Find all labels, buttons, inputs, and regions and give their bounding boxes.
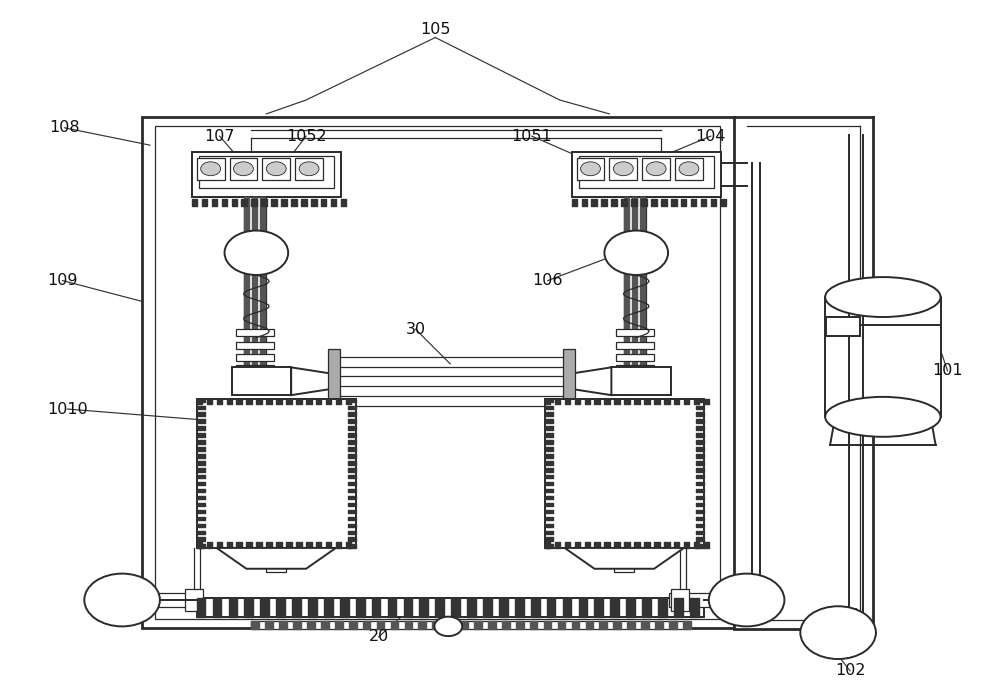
Text: 1010: 1010 bbox=[47, 402, 88, 416]
Bar bbox=[262, 158, 290, 180]
Bar bbox=[616, 365, 654, 372]
Bar bbox=[236, 365, 274, 372]
Bar bbox=[616, 329, 654, 336]
Bar bbox=[236, 329, 274, 336]
Bar bbox=[155, 593, 200, 607]
Bar bbox=[826, 316, 860, 336]
Bar bbox=[236, 342, 274, 349]
Bar bbox=[328, 349, 340, 414]
Bar bbox=[572, 152, 721, 197]
Bar bbox=[197, 598, 704, 617]
Text: 20: 20 bbox=[369, 629, 389, 644]
Bar bbox=[155, 126, 720, 619]
Polygon shape bbox=[565, 548, 684, 568]
Bar bbox=[230, 158, 257, 180]
Bar bbox=[671, 589, 689, 611]
Bar bbox=[579, 156, 714, 188]
Bar bbox=[199, 156, 334, 188]
Ellipse shape bbox=[825, 277, 941, 317]
Circle shape bbox=[434, 617, 462, 636]
Text: 108: 108 bbox=[49, 120, 80, 135]
Circle shape bbox=[613, 162, 633, 176]
Text: 104: 104 bbox=[696, 129, 726, 144]
Bar bbox=[266, 562, 286, 572]
Polygon shape bbox=[217, 548, 336, 568]
Circle shape bbox=[646, 162, 666, 176]
Text: 107: 107 bbox=[204, 129, 235, 144]
Circle shape bbox=[709, 573, 784, 626]
Circle shape bbox=[233, 162, 253, 176]
Bar bbox=[616, 342, 654, 349]
Circle shape bbox=[299, 162, 319, 176]
Bar bbox=[642, 158, 670, 180]
Circle shape bbox=[266, 162, 286, 176]
Bar bbox=[232, 368, 291, 395]
Text: 101: 101 bbox=[932, 363, 963, 378]
Polygon shape bbox=[567, 368, 611, 395]
Text: 105: 105 bbox=[420, 22, 451, 36]
Bar bbox=[192, 152, 341, 197]
Bar bbox=[545, 398, 704, 548]
Bar bbox=[611, 368, 671, 395]
Bar bbox=[609, 158, 637, 180]
Text: 1052: 1052 bbox=[286, 129, 326, 144]
Circle shape bbox=[800, 606, 876, 659]
Text: 106: 106 bbox=[532, 273, 563, 288]
Bar bbox=[825, 297, 941, 416]
Bar bbox=[616, 354, 654, 361]
Bar bbox=[185, 589, 203, 611]
Text: 109: 109 bbox=[47, 273, 78, 288]
Ellipse shape bbox=[825, 397, 941, 437]
Text: 1051: 1051 bbox=[511, 129, 552, 144]
Bar bbox=[295, 158, 323, 180]
Circle shape bbox=[225, 230, 288, 275]
Circle shape bbox=[679, 162, 699, 176]
Polygon shape bbox=[291, 368, 336, 395]
Bar bbox=[669, 593, 714, 607]
Bar bbox=[675, 158, 703, 180]
Bar bbox=[197, 398, 356, 548]
Bar bbox=[236, 354, 274, 361]
Bar bbox=[251, 621, 689, 629]
Bar bbox=[142, 118, 734, 628]
Circle shape bbox=[201, 162, 221, 176]
Bar bbox=[197, 158, 225, 180]
Bar bbox=[614, 562, 634, 572]
Text: 30: 30 bbox=[405, 322, 426, 337]
Circle shape bbox=[84, 573, 160, 626]
Bar bbox=[577, 158, 604, 180]
Circle shape bbox=[604, 230, 668, 275]
Circle shape bbox=[581, 162, 600, 176]
Bar bbox=[563, 349, 575, 414]
Text: 102: 102 bbox=[835, 664, 865, 678]
